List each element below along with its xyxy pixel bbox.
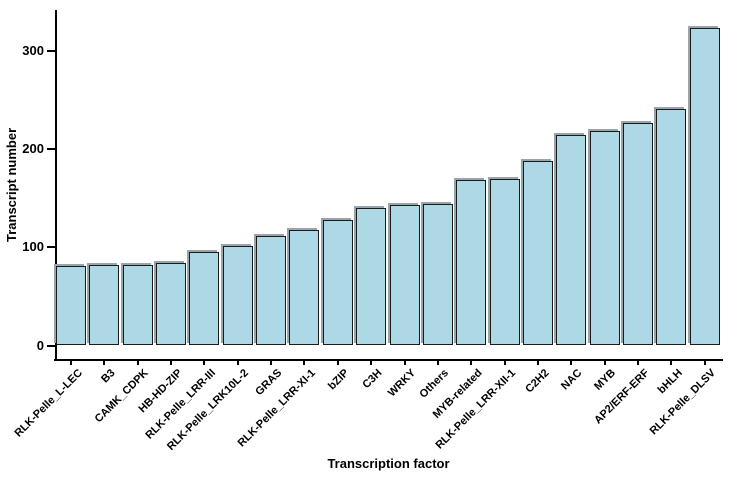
x-category-label: RLK-Pelle_DLSV — [647, 367, 719, 438]
x-tick-mark — [570, 361, 573, 365]
x-category-label: GRAS — [253, 367, 285, 398]
bar-NAC — [556, 135, 587, 346]
x-tick-mark — [470, 361, 473, 365]
x-category-label: WRKY — [385, 367, 418, 400]
bar-RLK-Pelle_DLSV — [689, 28, 720, 346]
x-tick-mark — [403, 361, 406, 365]
x-tick-mark — [270, 361, 273, 365]
x-category-label: C2H2 — [523, 367, 552, 396]
bar-C2H2 — [522, 160, 553, 346]
x-axis-title: Transcription factor — [327, 456, 450, 471]
bar-RLK-Pelle_LRR-III — [189, 252, 220, 346]
bar-WRKY — [389, 205, 420, 346]
x-tick-mark — [503, 361, 506, 365]
x-axis-line — [54, 359, 723, 361]
bar-RLK-Pelle_LRR-XI-1 — [289, 229, 320, 346]
x-tick-mark — [103, 361, 106, 365]
y-tick-mark — [47, 246, 55, 249]
bar-bZIP — [322, 219, 353, 346]
y-tick-mark — [47, 344, 55, 347]
y-tick-label: 200 — [22, 141, 44, 157]
x-tick-mark — [236, 361, 239, 365]
x-tick-mark — [670, 361, 673, 365]
x-category-label: MYB — [592, 367, 619, 393]
bar-CAMK_CDPK — [122, 264, 153, 346]
bar-AP2/ERF-ERF — [622, 122, 653, 346]
bar-bHLH — [656, 108, 687, 346]
y-tick-mark — [47, 49, 55, 52]
x-category-label: C3H — [360, 367, 385, 392]
x-tick-mark — [703, 361, 706, 365]
x-tick-mark — [136, 361, 139, 365]
x-tick-mark — [170, 361, 173, 365]
y-tick-label: 300 — [22, 42, 44, 58]
x-category-label: bZIP — [325, 367, 352, 393]
x-tick-mark — [370, 361, 373, 365]
bar-MYB — [589, 131, 620, 346]
y-tick-label: 0 — [36, 337, 44, 353]
x-tick-mark — [536, 361, 539, 365]
bar-Others — [422, 204, 453, 346]
bar-C3H — [356, 208, 387, 346]
x-tick-mark — [636, 361, 639, 365]
bar-B3 — [89, 264, 120, 346]
y-tick-label: 100 — [22, 239, 44, 255]
bar-RLK-Pelle_LRR-XII-1 — [489, 178, 520, 346]
y-tick-mark — [47, 148, 55, 151]
x-category-label: RLK-Pelle_L-LEC — [12, 367, 85, 440]
x-category-label: NAC — [559, 367, 585, 393]
x-tick-mark — [436, 361, 439, 365]
x-tick-mark — [303, 361, 306, 365]
bar-GRAS — [256, 236, 287, 346]
bar-MYB-related — [456, 179, 487, 346]
x-tick-mark — [603, 361, 606, 365]
bar-HB-HD-ZIP — [156, 263, 187, 346]
bar-RLK-Pelle_L-LEC — [56, 265, 86, 346]
x-tick-mark — [203, 361, 206, 365]
x-category-label: B3 — [99, 367, 118, 386]
y-axis-line — [55, 10, 57, 361]
x-category-label: bHLH — [655, 367, 685, 397]
x-tick-mark — [70, 361, 72, 365]
x-tick-mark — [336, 361, 339, 365]
bar-RLK-Pelle_LRK10L-2 — [222, 246, 253, 346]
